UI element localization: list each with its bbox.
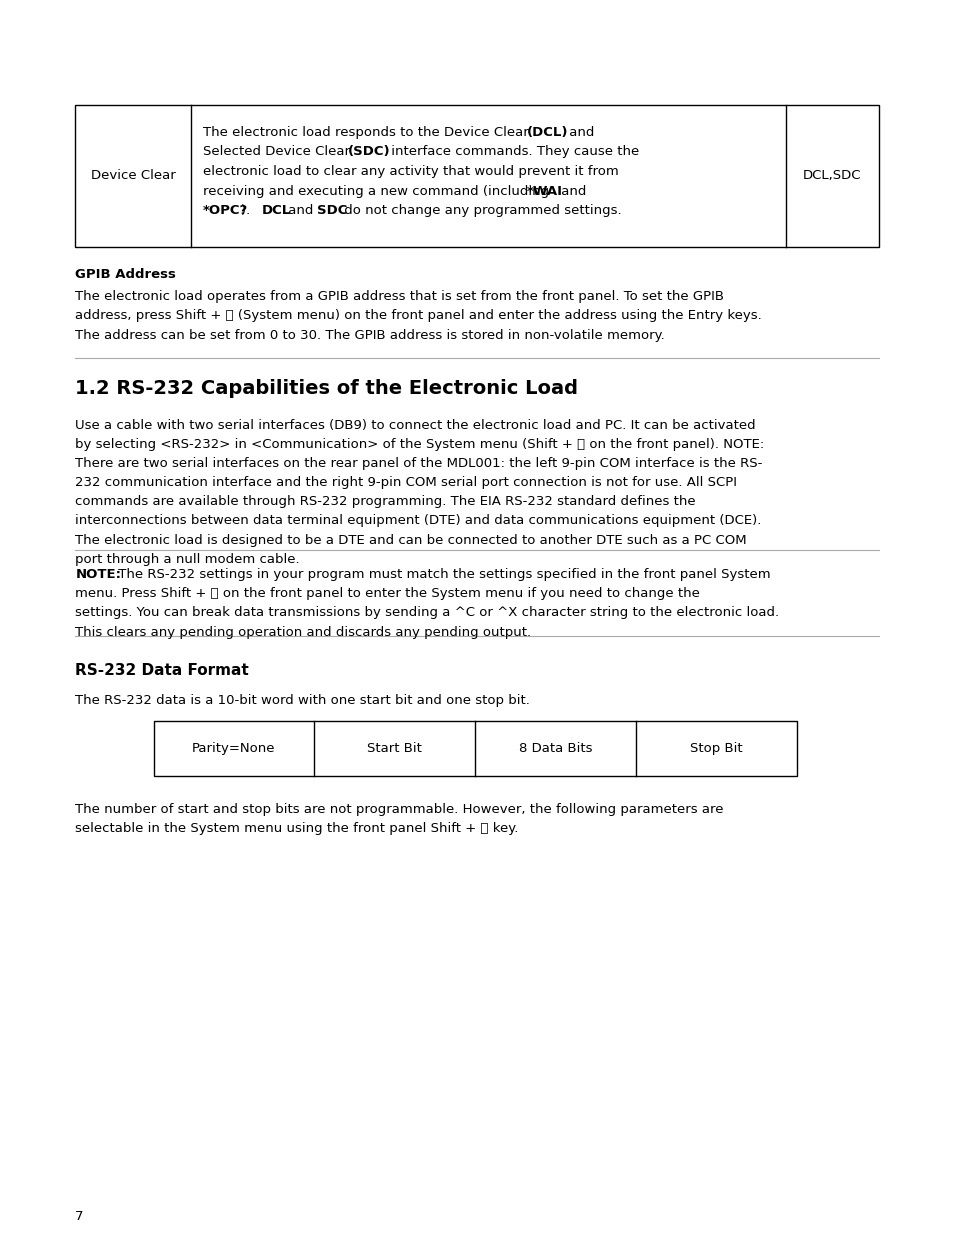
- Text: Use a cable with two serial interfaces (DB9) to connect the electronic load and : Use a cable with two serial interfaces (…: [75, 419, 755, 432]
- Text: *OPC?: *OPC?: [203, 204, 248, 217]
- Text: The electronic load is designed to be a DTE and can be connected to another DTE : The electronic load is designed to be a …: [75, 534, 746, 547]
- Text: and: and: [284, 204, 317, 217]
- Text: address, press Shift + ⓦ (System menu) on the front panel and enter the address : address, press Shift + ⓦ (System menu) o…: [75, 309, 761, 322]
- Text: Parity=None: Parity=None: [192, 742, 275, 755]
- Text: electronic load to clear any activity that would prevent it from: electronic load to clear any activity th…: [203, 165, 618, 178]
- Text: do not change any programmed settings.: do not change any programmed settings.: [340, 204, 621, 217]
- Text: menu. Press Shift + ⓦ on the front panel to enter the System menu if you need to: menu. Press Shift + ⓦ on the front panel…: [75, 588, 700, 600]
- Text: commands are available through RS-232 programming. The EIA RS-232 standard defin: commands are available through RS-232 pr…: [75, 495, 696, 509]
- Text: ).: ).: [241, 204, 254, 217]
- Text: (DCL): (DCL): [526, 126, 567, 140]
- Text: There are two serial interfaces on the rear panel of the MDL001: the left 9-pin : There are two serial interfaces on the r…: [75, 457, 762, 471]
- Text: Start Bit: Start Bit: [367, 742, 422, 755]
- Text: Stop Bit: Stop Bit: [689, 742, 741, 755]
- Text: Selected Device Clear: Selected Device Clear: [203, 146, 355, 158]
- Text: by selecting <RS-232> in <Communication> of the System menu (Shift + ⓦ on the fr: by selecting <RS-232> in <Communication>…: [75, 438, 763, 451]
- Text: DCL: DCL: [261, 204, 291, 217]
- Text: receiving and executing a new command (including: receiving and executing a new command (i…: [203, 184, 553, 198]
- Text: The address can be set from 0 to 30. The GPIB address is stored in non-volatile : The address can be set from 0 to 30. The…: [75, 329, 664, 342]
- Text: and: and: [564, 126, 594, 140]
- Text: RS-232 Data Format: RS-232 Data Format: [75, 663, 249, 678]
- Text: The electronic load operates from a GPIB address that is set from the front pane: The electronic load operates from a GPIB…: [75, 290, 723, 304]
- Text: (SDC): (SDC): [348, 146, 391, 158]
- Text: 7: 7: [75, 1210, 84, 1224]
- Text: This clears any pending operation and discards any pending output.: This clears any pending operation and di…: [75, 625, 531, 638]
- Text: and: and: [557, 184, 586, 198]
- Text: The RS-232 settings in your program must match the settings specified in the fro: The RS-232 settings in your program must…: [113, 568, 769, 582]
- Text: settings. You can break data transmissions by sending a ^C or ^X character strin: settings. You can break data transmissio…: [75, 606, 779, 620]
- Text: port through a null modem cable.: port through a null modem cable.: [75, 553, 299, 566]
- Text: 232 communication interface and the right 9-pin COM serial port connection is no: 232 communication interface and the righ…: [75, 477, 737, 489]
- Text: 1.2 RS-232 Capabilities of the Electronic Load: 1.2 RS-232 Capabilities of the Electroni…: [75, 379, 578, 398]
- Text: The number of start and stop bits are not programmable. However, the following p: The number of start and stop bits are no…: [75, 803, 723, 816]
- Text: The RS-232 data is a 10-bit word with one start bit and one stop bit.: The RS-232 data is a 10-bit word with on…: [75, 694, 530, 708]
- Text: interface commands. They cause the: interface commands. They cause the: [386, 146, 639, 158]
- Text: selectable in the System menu using the front panel Shift + ⓦ key.: selectable in the System menu using the …: [75, 823, 518, 835]
- Bar: [153, 721, 796, 776]
- Text: GPIB Address: GPIB Address: [75, 268, 176, 282]
- Text: DCL,SDC: DCL,SDC: [802, 169, 861, 183]
- Text: SDC: SDC: [316, 204, 347, 217]
- Text: interconnections between data terminal equipment (DTE) and data communications e: interconnections between data terminal e…: [75, 515, 760, 527]
- Text: Device Clear: Device Clear: [91, 169, 175, 183]
- Text: *WAI: *WAI: [526, 184, 562, 198]
- Bar: [75, 105, 878, 247]
- Text: 8 Data Bits: 8 Data Bits: [518, 742, 592, 755]
- Text: The electronic load responds to the Device Clear: The electronic load responds to the Devi…: [203, 126, 533, 140]
- Text: NOTE:: NOTE:: [75, 568, 121, 582]
